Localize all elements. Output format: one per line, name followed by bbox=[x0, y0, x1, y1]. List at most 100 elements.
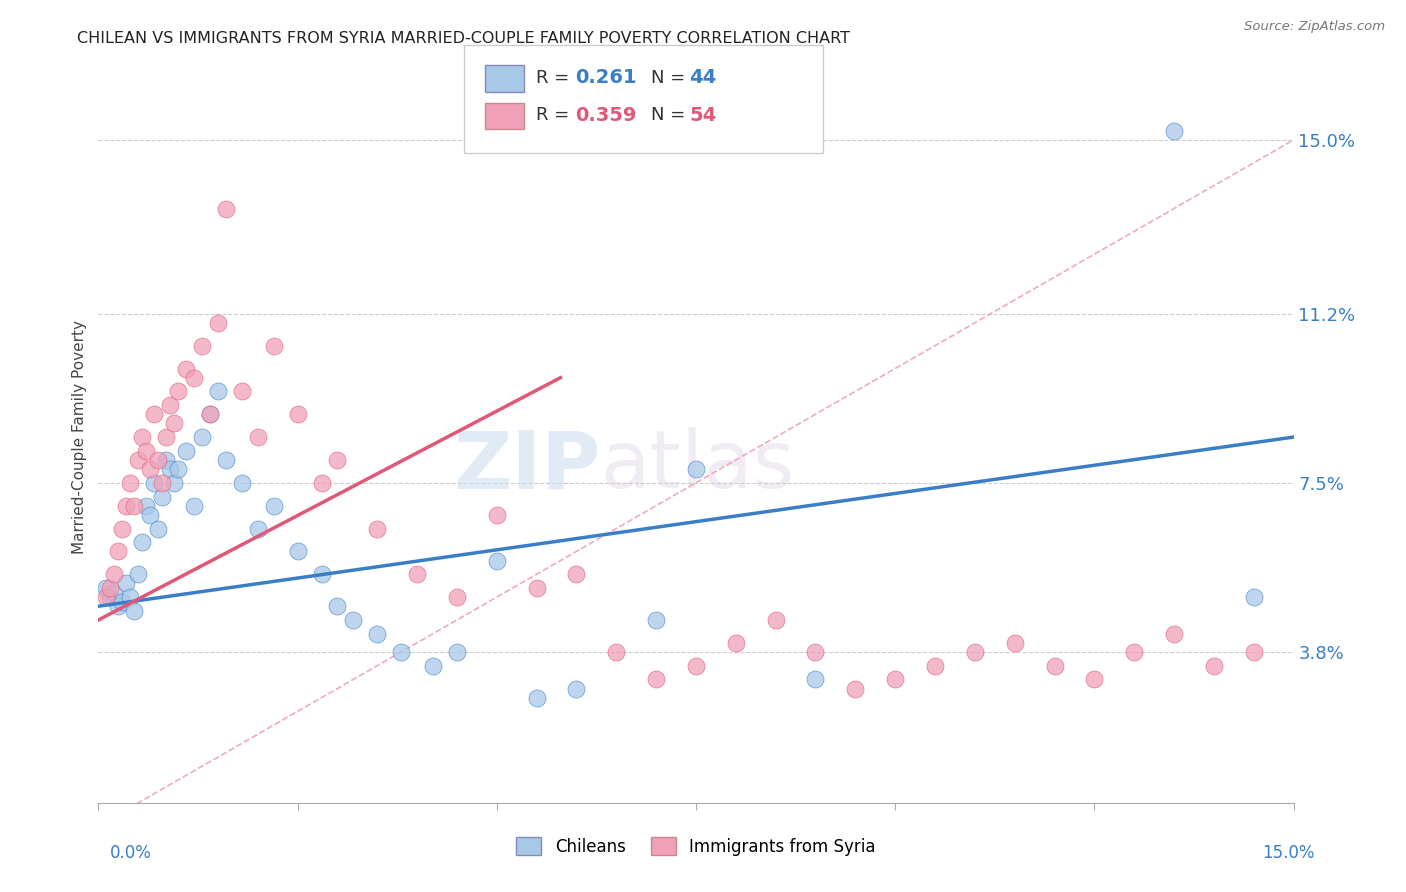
Point bbox=[167, 462, 190, 476]
Point bbox=[246, 521, 269, 535]
Point bbox=[765, 613, 787, 627]
Point bbox=[231, 384, 253, 399]
Point bbox=[215, 202, 238, 216]
Point bbox=[1163, 626, 1185, 640]
Point bbox=[422, 658, 444, 673]
Point bbox=[98, 590, 122, 604]
Point bbox=[1202, 658, 1225, 673]
Point bbox=[127, 453, 149, 467]
Text: 0.0%: 0.0% bbox=[110, 844, 152, 862]
Point bbox=[526, 581, 548, 595]
Point bbox=[1243, 645, 1265, 659]
Point bbox=[804, 673, 827, 687]
Point bbox=[311, 567, 333, 582]
Point bbox=[326, 599, 349, 614]
Point bbox=[207, 316, 229, 330]
Point bbox=[1043, 658, 1066, 673]
Point bbox=[131, 430, 153, 444]
Point bbox=[844, 681, 866, 696]
Point bbox=[1163, 124, 1185, 138]
Point bbox=[139, 462, 162, 476]
Point bbox=[685, 658, 707, 673]
Point bbox=[724, 636, 747, 650]
Text: N =: N = bbox=[651, 106, 690, 124]
Point bbox=[115, 499, 138, 513]
Point bbox=[107, 544, 129, 558]
Point bbox=[98, 581, 122, 595]
Point bbox=[389, 645, 412, 659]
Point bbox=[215, 453, 238, 467]
Point bbox=[446, 590, 468, 604]
Point bbox=[446, 645, 468, 659]
Point bbox=[287, 407, 309, 421]
Point bbox=[124, 604, 146, 618]
Point bbox=[605, 645, 627, 659]
Point bbox=[148, 521, 170, 535]
Point bbox=[148, 453, 170, 467]
Point bbox=[174, 443, 197, 458]
Point bbox=[485, 508, 508, 522]
Point bbox=[150, 475, 173, 490]
Legend: Chileans, Immigrants from Syria: Chileans, Immigrants from Syria bbox=[508, 830, 884, 864]
Point bbox=[139, 508, 162, 522]
Text: 44: 44 bbox=[689, 68, 716, 87]
Text: Source: ZipAtlas.com: Source: ZipAtlas.com bbox=[1244, 20, 1385, 33]
Point bbox=[163, 475, 186, 490]
Point bbox=[120, 475, 142, 490]
Point bbox=[645, 673, 668, 687]
Point bbox=[183, 370, 205, 384]
Point bbox=[366, 521, 388, 535]
Point bbox=[103, 567, 125, 582]
Point bbox=[127, 567, 149, 582]
Point bbox=[143, 475, 166, 490]
Point bbox=[174, 361, 197, 376]
Point bbox=[326, 453, 349, 467]
Point bbox=[645, 613, 668, 627]
Point bbox=[1004, 636, 1026, 650]
Point bbox=[155, 430, 177, 444]
Point bbox=[924, 658, 946, 673]
Point bbox=[107, 599, 129, 614]
Point bbox=[207, 384, 229, 399]
Point bbox=[565, 681, 588, 696]
Point bbox=[135, 443, 157, 458]
Point bbox=[311, 475, 333, 490]
Text: CHILEAN VS IMMIGRANTS FROM SYRIA MARRIED-COUPLE FAMILY POVERTY CORRELATION CHART: CHILEAN VS IMMIGRANTS FROM SYRIA MARRIED… bbox=[77, 31, 851, 46]
Point bbox=[1243, 590, 1265, 604]
Point bbox=[159, 398, 181, 412]
Point bbox=[155, 453, 177, 467]
Point bbox=[287, 544, 309, 558]
Point bbox=[485, 553, 508, 567]
Point bbox=[103, 585, 125, 599]
Point bbox=[191, 338, 214, 352]
Point bbox=[111, 521, 134, 535]
Point bbox=[183, 499, 205, 513]
Point bbox=[963, 645, 986, 659]
Point bbox=[366, 626, 388, 640]
Point bbox=[263, 338, 285, 352]
Point bbox=[159, 462, 181, 476]
Point bbox=[198, 407, 221, 421]
Point bbox=[685, 462, 707, 476]
Point bbox=[198, 407, 221, 421]
Point bbox=[406, 567, 429, 582]
Point bbox=[526, 690, 548, 705]
Point bbox=[565, 567, 588, 582]
Point bbox=[131, 535, 153, 549]
Point bbox=[263, 499, 285, 513]
Y-axis label: Married-Couple Family Poverty: Married-Couple Family Poverty bbox=[72, 320, 87, 554]
Point bbox=[111, 594, 134, 608]
Point bbox=[884, 673, 907, 687]
Text: 15.0%: 15.0% bbox=[1263, 844, 1315, 862]
Text: 0.261: 0.261 bbox=[575, 68, 637, 87]
Text: 0.359: 0.359 bbox=[575, 105, 637, 125]
Point bbox=[135, 499, 157, 513]
Point bbox=[191, 430, 214, 444]
Point bbox=[1083, 673, 1105, 687]
Text: N =: N = bbox=[651, 69, 690, 87]
Text: ZIP: ZIP bbox=[453, 427, 600, 506]
Point bbox=[96, 581, 118, 595]
Point bbox=[115, 576, 138, 591]
Point bbox=[150, 490, 173, 504]
Point bbox=[167, 384, 190, 399]
